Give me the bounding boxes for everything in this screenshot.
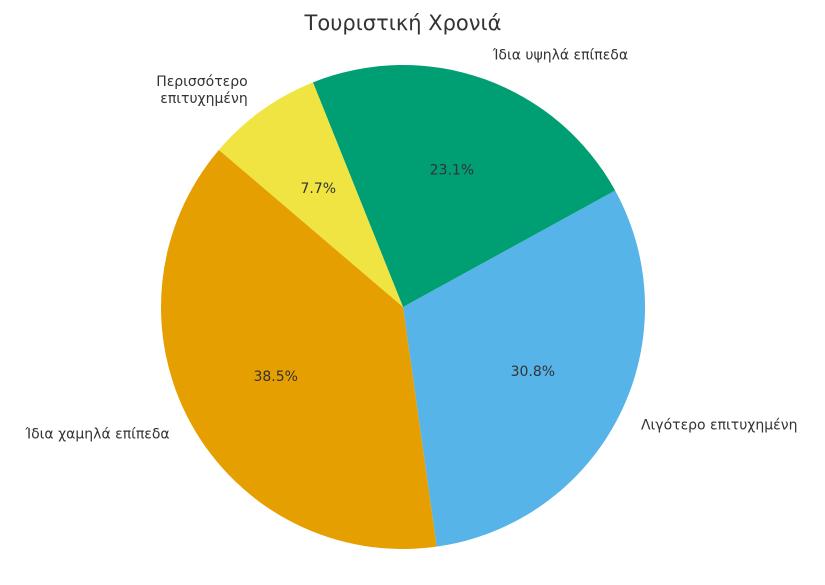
chart-title: Τουριστική Χρονιά xyxy=(304,11,502,35)
percent-label: 38.5% xyxy=(253,369,297,385)
pie-slice xyxy=(403,190,645,547)
category-label: Ίδια υψηλά επίπεδα xyxy=(492,47,629,64)
percent-label: 23.1% xyxy=(430,162,474,178)
percent-label: 30.8% xyxy=(511,364,555,380)
category-label: Περισσότερο επιτυχημένη xyxy=(156,73,248,107)
category-label: Ίδια χαμηλά επίπεδα xyxy=(25,426,170,443)
pie-slice xyxy=(312,65,616,307)
category-label: Λιγότερο επιτυχημένη xyxy=(640,417,798,434)
pie-slice xyxy=(218,82,403,307)
pie-slice xyxy=(160,149,437,550)
percent-label: 7.7% xyxy=(300,181,336,197)
